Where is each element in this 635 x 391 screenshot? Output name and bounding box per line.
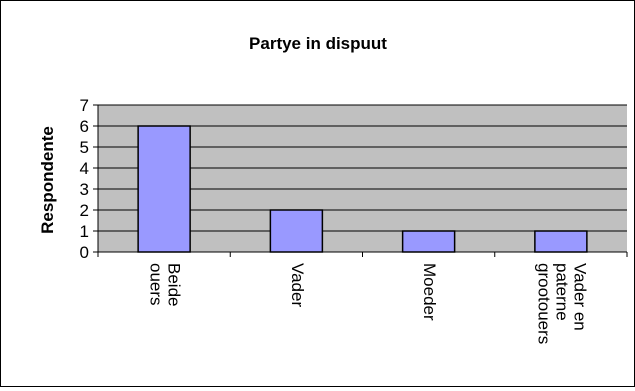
x-tick-label-line: Beide: [165, 263, 184, 306]
x-tick-label-line: Vader en: [570, 263, 589, 331]
y-tick-label: 1: [80, 222, 89, 241]
x-tick-label-line: Vader: [288, 263, 307, 307]
y-tick-label: 7: [80, 96, 89, 115]
axes: [93, 104, 628, 257]
bar: [401, 230, 456, 253]
x-tick-label-line: paterne: [552, 263, 571, 321]
y-tick-label: 6: [80, 117, 89, 136]
y-tick-label: 4: [80, 159, 89, 178]
x-tick-label: Moeder: [420, 263, 439, 321]
y-tick-label: 0: [80, 243, 89, 262]
y-tick-label: 2: [80, 201, 89, 220]
bars: [137, 125, 588, 253]
chart-title: Partye in dispuut: [249, 34, 387, 53]
x-tick-label-line: Moeder: [420, 263, 439, 321]
x-tick-label-line: grootouers: [534, 263, 553, 344]
x-tick-label: Vader: [288, 263, 307, 307]
bar: [534, 230, 588, 253]
y-tick-labels: 0 1 2 3 4 5 6 7: [80, 96, 89, 262]
bar: [269, 209, 324, 253]
bar: [137, 125, 191, 253]
y-axis-label: Respondente: [38, 126, 57, 234]
y-tick-label: 3: [80, 180, 89, 199]
y-tick-label: 5: [80, 138, 89, 157]
x-tick-label-line: ouers: [147, 263, 166, 306]
